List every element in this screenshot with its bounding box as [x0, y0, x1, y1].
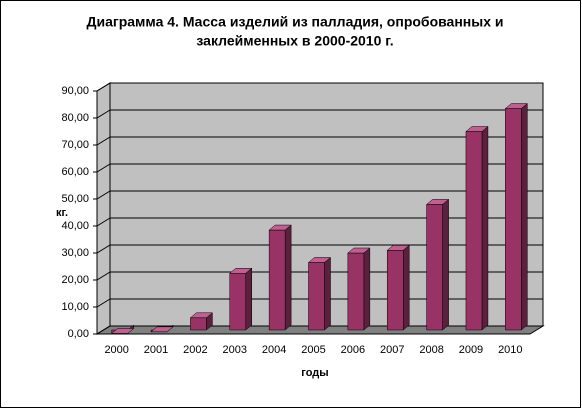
bar-front	[505, 108, 522, 331]
grid-line	[96, 271, 111, 281]
bar	[150, 324, 174, 333]
x-tick-label: 2010	[498, 344, 522, 356]
bar-side	[363, 247, 371, 331]
bar-top	[307, 257, 332, 263]
y-tick-label: 30,00	[61, 247, 89, 259]
bar-front	[268, 229, 286, 331]
bar	[229, 267, 253, 331]
x-tick-label: 2006	[341, 344, 365, 356]
bar-side	[402, 244, 410, 331]
x-tick-label: 2003	[223, 344, 247, 356]
x-tick-label: 2004	[262, 344, 286, 356]
bar-top	[229, 268, 253, 274]
bar-top	[268, 224, 292, 231]
grid-line	[96, 298, 111, 308]
x-tick-label: 2001	[144, 344, 168, 356]
bar-front	[308, 262, 325, 331]
bar-front	[229, 273, 247, 331]
bar	[465, 125, 489, 331]
grid-line	[96, 136, 111, 146]
bar	[347, 247, 371, 331]
bar-top	[504, 103, 529, 109]
grid-line	[96, 190, 111, 200]
bar	[307, 256, 332, 331]
y-tick-label: 50,00	[61, 193, 89, 205]
x-tick-label: 2007	[380, 344, 404, 356]
bar	[110, 324, 135, 334]
bar-side	[521, 103, 528, 331]
bar-top	[347, 247, 371, 254]
side-wall	[96, 82, 111, 335]
x-tick-label: 2008	[419, 344, 443, 356]
chart-title-line: Диаграмма 4. Масса изделий из палладия, …	[87, 14, 504, 30]
grid-line	[96, 82, 111, 92]
bar-front	[347, 252, 365, 331]
bar-top	[110, 328, 135, 334]
y-tick-label: 10,00	[61, 301, 89, 313]
y-tick-label: 0,00	[68, 328, 89, 340]
bar	[268, 224, 292, 331]
bar-side	[245, 267, 253, 331]
bar	[386, 244, 410, 331]
bar-top	[465, 126, 489, 132]
y-tick-label: 40,00	[61, 220, 89, 232]
y-tick-label: 80,00	[61, 112, 89, 124]
bar-front	[465, 131, 483, 331]
y-tick-label: 60,00	[61, 166, 89, 178]
bar-side	[324, 256, 331, 331]
grid-line	[96, 217, 111, 227]
x-axis-label: годы	[301, 367, 328, 379]
x-tick-label: 2005	[301, 344, 325, 356]
bar-top	[386, 245, 410, 251]
bar-top	[189, 312, 214, 319]
bar-side	[442, 198, 449, 331]
bar-side	[481, 125, 489, 331]
y-tick-label: 70,00	[61, 139, 89, 151]
grid-line	[96, 163, 111, 173]
bar-top	[150, 326, 174, 333]
y-axis-label: кг.	[56, 207, 68, 219]
bar	[189, 312, 214, 331]
x-tick-label: 2002	[183, 344, 207, 356]
x-tick-label: 2009	[459, 344, 483, 356]
chart-title-line: заклейменных в 2000-2010 г.	[196, 33, 393, 49]
bar-front	[190, 317, 207, 331]
y-tick-label: 20,00	[61, 274, 89, 286]
bar-front	[386, 250, 404, 331]
x-tick-label: 2000	[104, 344, 128, 356]
bar-side	[284, 224, 292, 331]
bar-top	[425, 199, 450, 205]
y-tick-label: 90,00	[61, 85, 89, 97]
grid-line	[96, 109, 111, 119]
grid-line	[96, 325, 111, 335]
bar	[425, 198, 450, 331]
grid-line	[96, 244, 111, 254]
bar-front	[426, 204, 443, 331]
bar	[504, 103, 529, 331]
